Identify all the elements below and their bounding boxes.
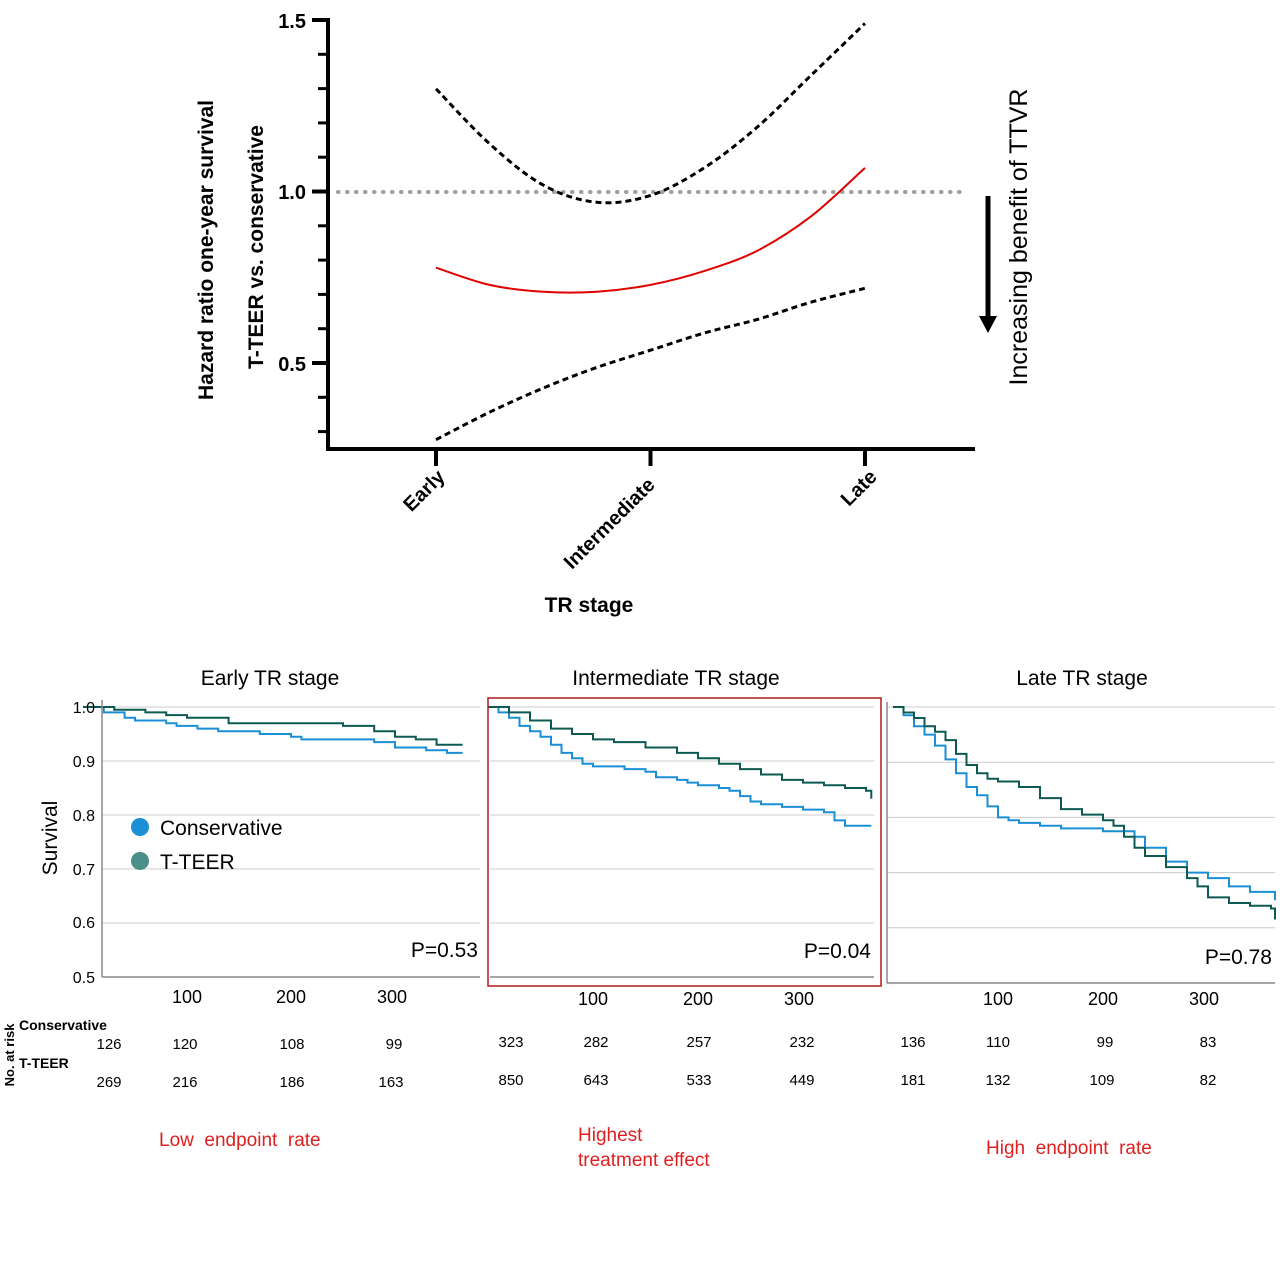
risk-cell: 132	[985, 1072, 1010, 1089]
km-panels: Early TR stage Intermediate TR stage Lat…	[39, 667, 1276, 1009]
km-intermediate-series-t-teer	[488, 706, 873, 799]
legend-label-conservative: Conservative	[160, 817, 283, 840]
risk-cell: 232	[789, 1034, 814, 1051]
hr-xlabel: TR stage	[545, 594, 634, 617]
risk-cell: 108	[279, 1036, 304, 1053]
risk-table: No. at risk Conservative T-TEER 126 120 …	[2, 1017, 1216, 1091]
note-early: Low endpoint rate	[159, 1130, 321, 1151]
risk-cell: 269	[96, 1074, 121, 1091]
km-legend: Conservative T-TEER	[131, 817, 283, 874]
hr-series-estimate	[435, 167, 866, 294]
hr-xtick-early: Early	[399, 465, 450, 516]
hr-ytick-label: 1.5	[278, 11, 306, 33]
risk-row-label-tteer: T-TEER	[19, 1055, 69, 1071]
km-early-series-conservative	[83, 706, 463, 754]
km-intermediate-highlight-frame	[487, 697, 882, 987]
hr-ytick-label: 0.5	[278, 354, 306, 376]
benefit-arrow-head	[979, 316, 997, 333]
km-late-xtick: 200	[1088, 989, 1118, 1009]
km-intermediate-xtick: 100	[578, 989, 608, 1009]
km-early-series-t-teer	[83, 706, 463, 746]
risk-cell: 282	[583, 1034, 608, 1051]
benefit-annotation: Increasing benefit of TTVR	[1005, 89, 1033, 386]
km-intermediate-xtick: 200	[683, 989, 713, 1009]
hr-xtick-intermediate: Intermediate	[560, 474, 660, 574]
risk-cell: 82	[1200, 1072, 1217, 1089]
hr-ylabel-line1: Hazard ratio one-year survival	[195, 100, 218, 400]
risk-row-label-conservative: Conservative	[19, 1017, 107, 1033]
risk-table-title: No. at risk	[2, 1023, 17, 1087]
risk-cell: 850	[498, 1072, 523, 1089]
km-intermediate-series-conservative	[488, 706, 872, 827]
hr-series-lower-ci	[435, 286, 866, 442]
risk-cell: 186	[279, 1074, 304, 1091]
note-late: High endpoint rate	[986, 1138, 1152, 1159]
risk-cell: 643	[583, 1072, 608, 1089]
risk-cell: 120	[172, 1036, 197, 1053]
km-early-xtick: 300	[377, 987, 407, 1007]
risk-cell: 323	[498, 1034, 523, 1051]
risk-cell: 257	[686, 1034, 711, 1051]
km-ytick-label: 0.9	[73, 754, 95, 771]
risk-cell: 99	[386, 1036, 403, 1053]
km-ytick-label: 1.0	[73, 700, 95, 717]
risk-cell: 136	[900, 1034, 925, 1051]
km-early-xtick: 100	[172, 987, 202, 1007]
legend-marker-tteer	[131, 852, 149, 870]
km-ytick-label: 0.5	[73, 970, 95, 987]
legend-label-tteer: T-TEER	[160, 851, 235, 874]
km-title-intermediate: Intermediate TR stage	[572, 667, 779, 690]
note-intermediate-line1: Highest	[578, 1125, 643, 1146]
risk-cell: 83	[1200, 1034, 1217, 1051]
risk-cell: 181	[900, 1072, 925, 1089]
risk-cell: 449	[789, 1072, 814, 1089]
risk-cell: 109	[1089, 1072, 1114, 1089]
risk-cell: 163	[378, 1074, 403, 1091]
km-late-series-t-teer	[893, 706, 1276, 920]
km-late-series-conservative	[893, 706, 1276, 901]
km-early-xtick: 200	[276, 987, 306, 1007]
hr-xtick-late: Late	[837, 466, 882, 511]
km-ytick-label: 0.7	[73, 862, 95, 879]
panel-notes: Low endpoint rate Highest treatment effe…	[159, 1125, 1152, 1171]
km-title-late: Late TR stage	[1016, 667, 1148, 690]
km-ylabel: Survival	[39, 801, 62, 876]
risk-cell: 216	[172, 1074, 197, 1091]
legend-marker-conservative	[131, 818, 149, 836]
km-title-early: Early TR stage	[201, 667, 340, 690]
km-ytick-label: 0.8	[73, 808, 95, 825]
km-late-p-value: P=0.78	[1205, 946, 1272, 969]
hr-series-upper-ci	[434, 22, 867, 205]
km-intermediate-xtick: 300	[784, 989, 814, 1009]
risk-cell: 126	[96, 1036, 121, 1053]
risk-cell: 533	[686, 1072, 711, 1089]
hr-ylabel-line2: T-TEER vs. conservative	[245, 125, 268, 369]
km-late-xtick: 300	[1189, 989, 1219, 1009]
hr-ytick-label: 1.0	[278, 182, 306, 204]
km-ytick-label: 0.6	[73, 915, 95, 932]
km-early-p-value: P=0.53	[411, 939, 478, 962]
km-late-xtick: 100	[983, 989, 1013, 1009]
km-intermediate-p-value: P=0.04	[804, 940, 871, 963]
hazard-ratio-chart: 1.5 1.0 0.5 Hazard ratio one-year surviv…	[195, 11, 1033, 617]
risk-cell: 110	[986, 1034, 1010, 1051]
note-intermediate-line2: treatment effect	[578, 1150, 710, 1171]
risk-cell: 99	[1097, 1034, 1114, 1051]
